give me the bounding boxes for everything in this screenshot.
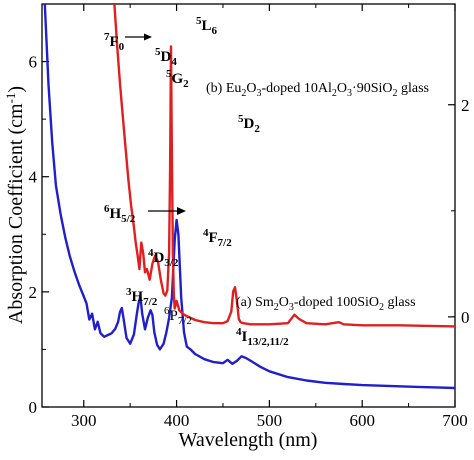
x-tick-label: 300 xyxy=(71,411,97,430)
series-layer xyxy=(43,4,455,390)
sm-annotations: 6H5/2 4D3/2 3H7/2 6P7/2 4F7/2 4I13/2,11/… xyxy=(104,203,416,348)
x-tick-label: 700 xyxy=(442,411,468,430)
y-left-tick-label: 6 xyxy=(29,53,38,72)
y-left-tick-label: 2 xyxy=(29,283,38,302)
series-a-label: (a) Sm2O3-doped 100SiO2 glass xyxy=(236,295,416,313)
y-axis-title: Absorption Coefficient (cm-1) xyxy=(3,86,27,324)
x-tick-label: 600 xyxy=(349,411,375,430)
label-4d32: 4D3/2 xyxy=(148,247,179,269)
series-line-eu xyxy=(113,4,455,328)
y-left-tick-label: 0 xyxy=(29,398,38,417)
label-4f72: 4F7/2 xyxy=(203,227,232,249)
y-right-tick-label: 2 xyxy=(461,96,470,115)
eu-annotations: 7F0 5D4 5G2 5L6 5D2 (b) Eu2O3-doped 10Al… xyxy=(104,15,429,135)
x-tick-label: 400 xyxy=(164,411,190,430)
x-axis-title: Wavelength (nm) xyxy=(179,429,318,451)
label-3h72: 3H7/2 xyxy=(126,286,158,308)
plot-frame xyxy=(41,3,456,408)
label-5d2: 5D2 xyxy=(238,113,260,135)
series-line-sm xyxy=(43,4,455,390)
label-5g2: 5G2 xyxy=(166,68,189,90)
label-4i132: 4I13/2,11/2 xyxy=(236,326,289,348)
y-left-tick-label: 4 xyxy=(29,168,38,187)
arrowhead-6h52 xyxy=(177,207,186,215)
x-tick-label: 500 xyxy=(257,411,283,430)
label-5d4: 5D4 xyxy=(155,46,177,68)
label-7f0: 7F0 xyxy=(104,31,125,53)
y-right-tick-label: 0 xyxy=(461,308,470,327)
axis-ticks: 300 400 500 600 700 0 2 4 6 0 2 xyxy=(29,3,470,430)
arrowhead-7f0 xyxy=(144,33,152,41)
label-5l6: 5L6 xyxy=(196,15,218,37)
label-6h52: 6H5/2 xyxy=(104,203,136,225)
series-b-label: (b) Eu2O3-doped 10Al2O3·90SiO2 glass xyxy=(206,81,429,99)
label-6p72: 6P7/2 xyxy=(164,305,192,327)
